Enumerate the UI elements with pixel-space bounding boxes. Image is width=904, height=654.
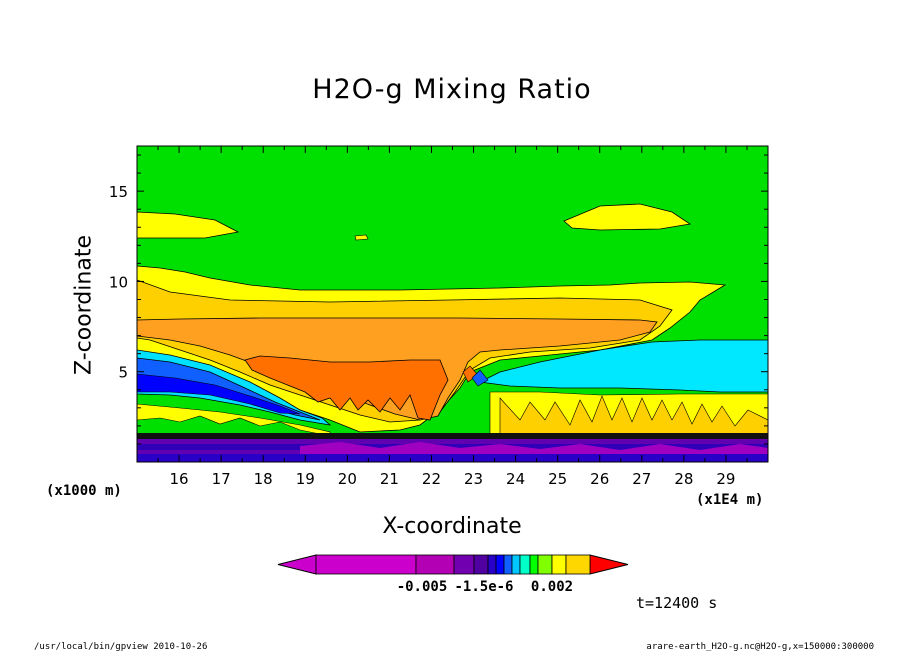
contour-band-right-lower-spikes bbox=[499, 395, 768, 441]
x-tick-label: 23 bbox=[464, 470, 483, 488]
y-axis-label: Z-coordinate bbox=[71, 235, 97, 375]
footer-file: arare-earth_H2O-g.nc@H2O-g,x=150000:3000… bbox=[646, 642, 874, 652]
x-tick-label: 25 bbox=[548, 470, 567, 488]
contour-band-boundary bbox=[137, 433, 768, 439]
x-axis-label: X-coordinate bbox=[382, 514, 522, 539]
x-axis-unit-left: (x1000 m) bbox=[46, 483, 122, 499]
time-label: t=12400 s bbox=[636, 594, 718, 612]
colorbar-swatch bbox=[495, 554, 505, 575]
x-tick-label: 21 bbox=[380, 470, 399, 488]
x-tick-label: 26 bbox=[590, 470, 609, 488]
footer-command: /usr/local/bin/gpview 2010-10-26 bbox=[34, 642, 208, 652]
x-tick-label: 20 bbox=[338, 470, 357, 488]
colorbar-swatch bbox=[415, 554, 455, 575]
colorbar-swatch bbox=[529, 554, 539, 575]
x-axis-unit-right: (x1E4 m) bbox=[696, 492, 764, 508]
y-tick-label: 5 bbox=[118, 364, 128, 382]
x-tick-label: 16 bbox=[170, 470, 189, 488]
y-tick-label: 15 bbox=[109, 183, 128, 201]
colorbar-extend-high bbox=[589, 554, 629, 575]
axis-ticks bbox=[137, 146, 768, 462]
contour-band-lower-magenta bbox=[300, 442, 768, 456]
y-tick-label: 10 bbox=[109, 273, 128, 291]
contour-band-right-blue-spot bbox=[471, 369, 489, 387]
chart-title: H2O-g Mixing Ratio bbox=[312, 74, 592, 105]
x-tick-label: 17 bbox=[212, 470, 231, 488]
colorbar-swatch bbox=[511, 554, 521, 575]
contour-band-upper-left-yellow bbox=[137, 211, 240, 239]
x-tick-label: 27 bbox=[632, 470, 651, 488]
x-tick-label: 28 bbox=[674, 470, 693, 488]
colorbar-swatch bbox=[453, 554, 475, 575]
colorbar-labels: -0.005 -1.5e-6 0.002 bbox=[397, 579, 573, 595]
colorbar-swatch bbox=[519, 554, 531, 575]
colorbar-tick-label: -1.5e-6 bbox=[454, 579, 513, 595]
colorbar-swatch bbox=[315, 554, 417, 575]
colorbar-tick-label: -0.005 bbox=[397, 579, 448, 595]
x-tick-label: 18 bbox=[254, 470, 273, 488]
contour-band-core bbox=[244, 355, 449, 421]
contour-field bbox=[137, 146, 768, 462]
x-tick-label: 24 bbox=[506, 470, 525, 488]
contour-band-upper-right-yellow bbox=[563, 203, 692, 231]
colorbar-swatch bbox=[565, 554, 591, 575]
colorbar-extend-low bbox=[277, 554, 317, 575]
tick-labels: 16 17 18 19 20 21 22 23 24 25 26 27 28 29 5 10 15 bbox=[109, 183, 736, 488]
contour-band-right-cyan bbox=[478, 339, 768, 393]
x-tick-label: 19 bbox=[296, 470, 315, 488]
colorbar-swatch bbox=[503, 554, 513, 575]
colorbar-swatch bbox=[487, 554, 497, 575]
colorbar-swatch bbox=[537, 554, 553, 575]
contour-band-left-deepblue bbox=[137, 373, 301, 415]
colorbar-tick-label: 0.002 bbox=[531, 579, 573, 595]
colorbar bbox=[277, 554, 629, 575]
colorbar-swatch bbox=[551, 554, 567, 575]
colorbar-swatch bbox=[473, 554, 489, 575]
x-tick-label: 29 bbox=[716, 470, 735, 488]
contour-band-small-yellow bbox=[354, 234, 369, 241]
x-tick-label: 22 bbox=[422, 470, 441, 488]
